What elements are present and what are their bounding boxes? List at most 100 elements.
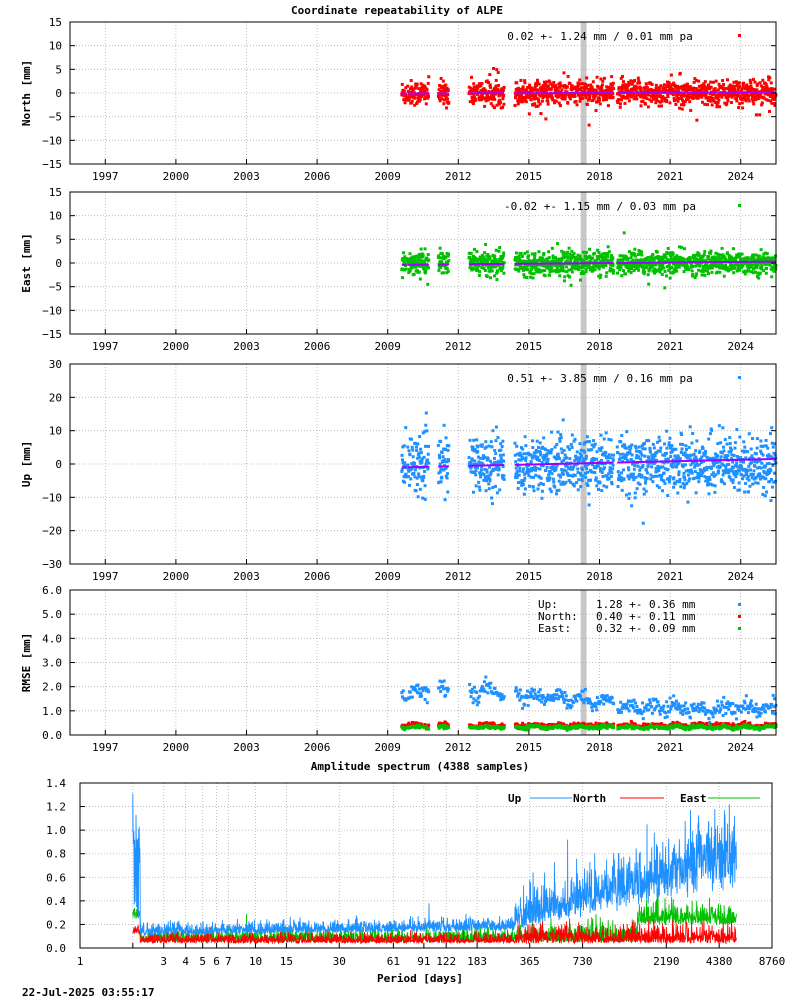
data-point bbox=[682, 93, 686, 97]
x-tick-label: 2021 bbox=[657, 170, 684, 183]
data-point bbox=[513, 441, 517, 445]
data-point bbox=[642, 267, 646, 271]
data-point bbox=[709, 249, 713, 253]
data-point bbox=[423, 429, 427, 433]
data-point bbox=[576, 471, 580, 475]
data-point bbox=[438, 84, 442, 88]
data-point bbox=[663, 253, 667, 257]
data-point bbox=[439, 467, 443, 471]
data-point bbox=[408, 87, 412, 91]
data-point bbox=[721, 426, 725, 430]
data-point bbox=[736, 88, 740, 92]
data-point bbox=[570, 84, 574, 88]
data-point bbox=[661, 465, 665, 469]
data-point bbox=[597, 250, 601, 254]
data-point bbox=[591, 269, 595, 273]
data-point bbox=[707, 475, 711, 479]
data-point bbox=[747, 464, 751, 468]
data-point bbox=[616, 470, 620, 474]
rmse-point bbox=[641, 717, 645, 721]
rmse-point bbox=[544, 699, 548, 703]
data-point bbox=[706, 478, 710, 482]
data-point bbox=[710, 483, 714, 487]
rmse-point bbox=[760, 707, 764, 711]
data-point bbox=[491, 104, 495, 108]
data-point bbox=[403, 255, 407, 259]
data-point bbox=[735, 269, 739, 273]
data-point bbox=[772, 96, 776, 100]
rmse-point bbox=[413, 685, 417, 689]
rmse-point bbox=[521, 706, 525, 710]
data-point bbox=[597, 257, 601, 261]
data-point bbox=[561, 252, 565, 256]
data-point bbox=[745, 473, 749, 477]
data-point bbox=[766, 455, 770, 459]
y-tick-label: 5 bbox=[55, 233, 62, 246]
rmse-point bbox=[605, 694, 609, 698]
data-point bbox=[445, 260, 449, 264]
rmse-point bbox=[665, 700, 669, 704]
data-point bbox=[701, 268, 705, 272]
data-point bbox=[529, 264, 533, 268]
data-point bbox=[704, 259, 708, 263]
data-point bbox=[483, 269, 487, 273]
data-point bbox=[662, 266, 666, 270]
data-point bbox=[765, 266, 769, 270]
data-point bbox=[620, 478, 624, 482]
data-point bbox=[626, 466, 630, 470]
rmse-point bbox=[642, 709, 646, 713]
data-point bbox=[426, 81, 430, 85]
data-point bbox=[411, 255, 415, 259]
data-point bbox=[572, 439, 576, 443]
data-point bbox=[667, 81, 671, 85]
data-point bbox=[680, 256, 684, 260]
data-point bbox=[501, 265, 505, 269]
data-point bbox=[494, 248, 498, 252]
data-point bbox=[602, 484, 606, 488]
data-point bbox=[624, 96, 628, 100]
data-point bbox=[424, 269, 428, 273]
data-point bbox=[656, 449, 660, 453]
data-point bbox=[730, 86, 734, 90]
rmse-point bbox=[564, 694, 568, 698]
data-point bbox=[417, 451, 421, 455]
data-point bbox=[683, 100, 687, 104]
data-point bbox=[502, 85, 506, 89]
rmse-point bbox=[570, 704, 574, 708]
rmse-point bbox=[545, 696, 549, 700]
rmse-point bbox=[598, 702, 601, 706]
rmse-point bbox=[727, 707, 731, 711]
data-point bbox=[711, 80, 715, 84]
rmse-point bbox=[763, 710, 767, 714]
rmse-point bbox=[532, 697, 536, 701]
data-point bbox=[768, 480, 772, 484]
rmse-point bbox=[442, 679, 446, 683]
data-point bbox=[639, 457, 643, 461]
rmse-point bbox=[599, 700, 603, 704]
data-point bbox=[562, 269, 566, 273]
rmse-point bbox=[410, 685, 414, 689]
rmse-point bbox=[746, 711, 750, 715]
data-point bbox=[586, 98, 590, 102]
data-point bbox=[488, 73, 492, 77]
data-point bbox=[738, 102, 742, 106]
data-point bbox=[496, 473, 500, 477]
data-point bbox=[585, 467, 589, 471]
data-point bbox=[696, 96, 700, 100]
y-tick-label: 20 bbox=[49, 391, 62, 404]
data-point bbox=[691, 88, 695, 92]
x-tick-label: 1997 bbox=[92, 340, 119, 353]
data-point bbox=[591, 265, 595, 269]
data-point bbox=[442, 447, 446, 451]
data-point bbox=[537, 82, 541, 86]
data-point bbox=[607, 476, 611, 480]
data-point bbox=[473, 98, 477, 102]
data-point bbox=[593, 93, 597, 97]
data-point bbox=[681, 442, 685, 446]
data-point bbox=[750, 263, 754, 267]
data-point bbox=[405, 257, 409, 261]
data-point bbox=[764, 271, 768, 275]
data-point bbox=[723, 266, 727, 270]
data-point bbox=[553, 445, 557, 449]
data-point bbox=[734, 469, 738, 473]
